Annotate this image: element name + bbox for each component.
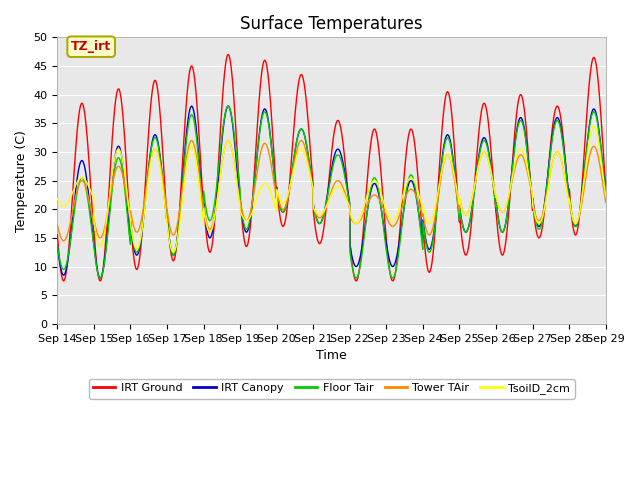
Title: Surface Temperatures: Surface Temperatures [240, 15, 423, 33]
X-axis label: Time: Time [316, 349, 347, 362]
Y-axis label: Temperature (C): Temperature (C) [15, 130, 28, 231]
Legend: IRT Ground, IRT Canopy, Floor Tair, Tower TAir, TsoilD_2cm: IRT Ground, IRT Canopy, Floor Tair, Towe… [88, 379, 575, 398]
Text: TZ_irt: TZ_irt [71, 40, 111, 53]
